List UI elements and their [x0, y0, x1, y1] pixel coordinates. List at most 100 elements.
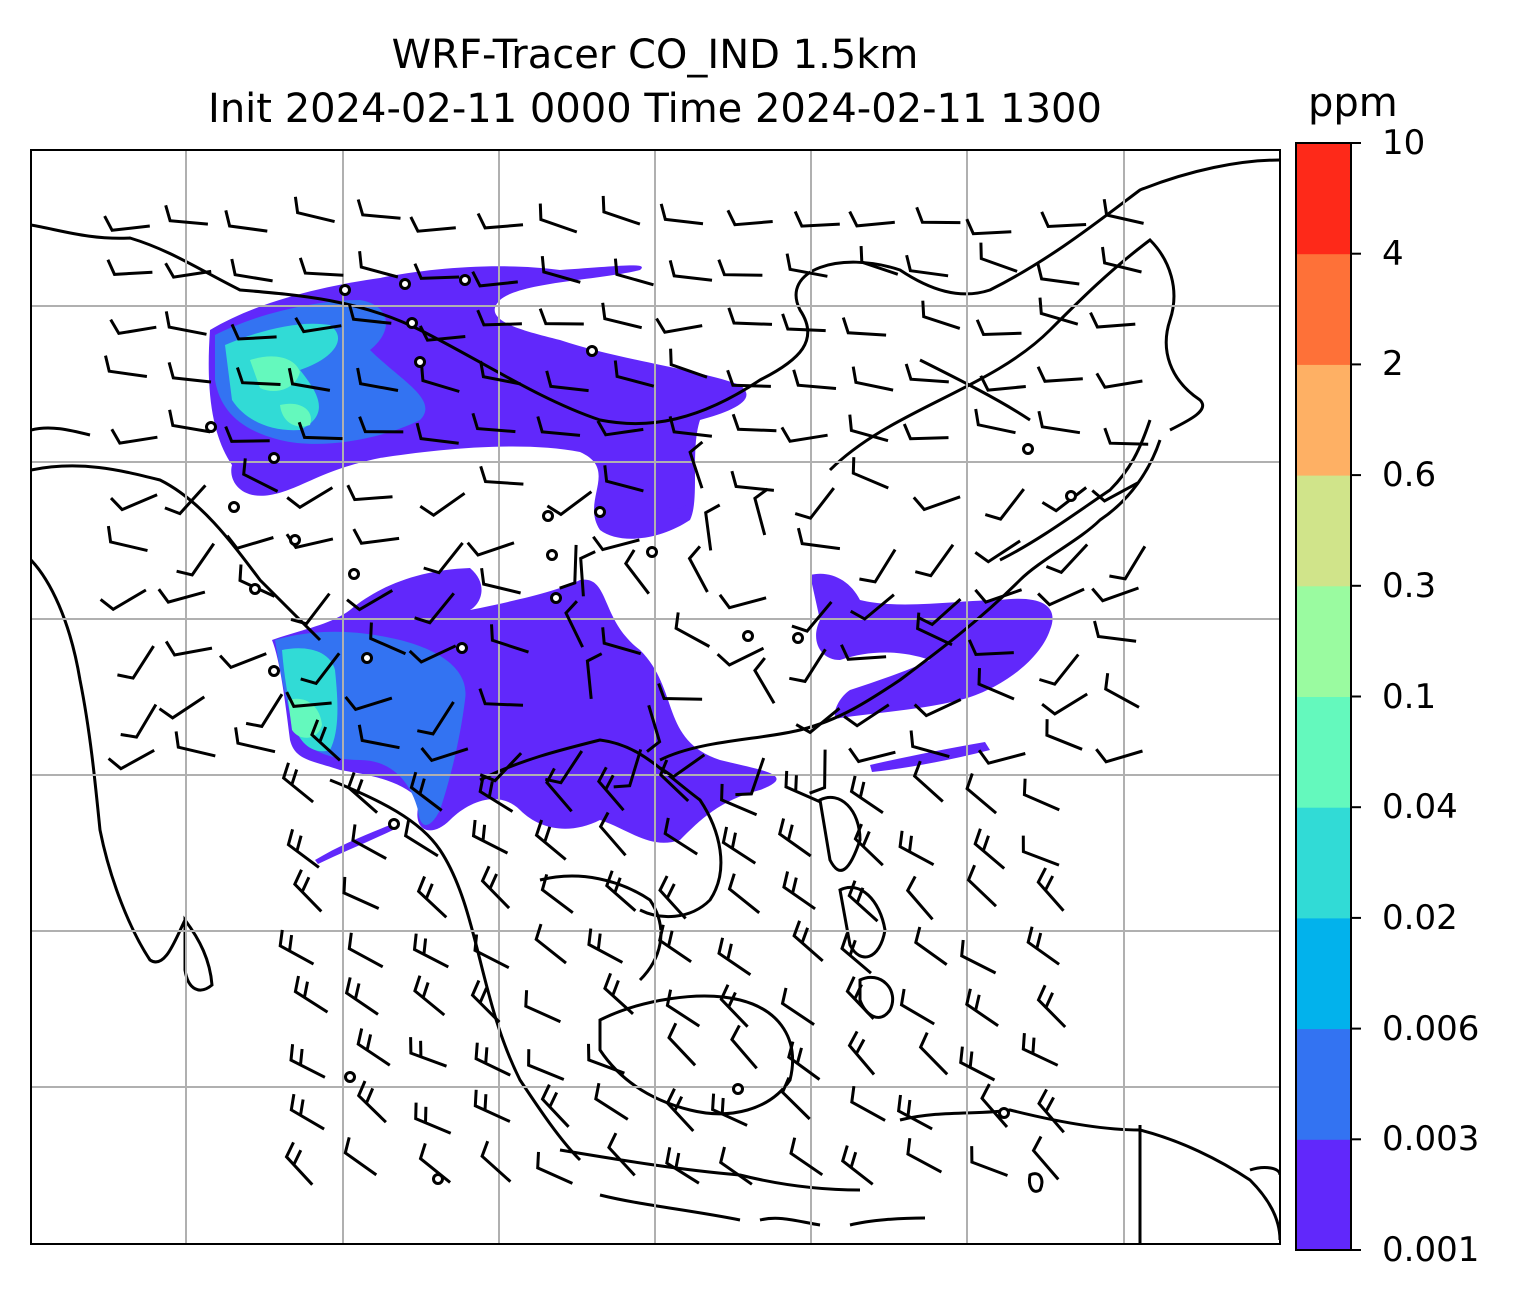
wind-barb: [921, 300, 961, 330]
wind-barb: [534, 819, 567, 861]
calm-wind-circle: [388, 818, 400, 830]
colorbar-tick-label: 0.04: [1382, 787, 1458, 828]
wind-barb: [346, 484, 393, 502]
wind-barb: [843, 703, 890, 728]
wind-barb: [470, 979, 501, 1024]
wind-barb: [414, 592, 455, 625]
wind-barb: [534, 923, 567, 965]
wind-barb: [490, 624, 529, 654]
wind-barb: [478, 775, 514, 813]
map-gridlines: [31, 150, 1280, 1244]
wind-barb: [726, 369, 771, 388]
wind-barb: [413, 975, 446, 1017]
wind-barb: [669, 348, 708, 379]
wind-barb: [1026, 926, 1060, 966]
wind-barb: [157, 588, 206, 604]
wind-barb: [726, 209, 773, 227]
wind-barb: [613, 360, 655, 388]
wind-barb: [235, 367, 281, 386]
calm-wind-circle: [542, 510, 554, 522]
wind-barb: [796, 527, 841, 551]
wind-barb: [902, 423, 949, 441]
wind-barb: [1036, 262, 1080, 286]
wind-barb: [1095, 372, 1143, 389]
colorbar-segment: [1296, 253, 1351, 365]
wind-barb: [409, 771, 443, 812]
wind-barb: [106, 259, 153, 276]
calm-wind-circle: [339, 284, 351, 296]
wind-barb: [851, 366, 894, 392]
calm-wind-circle: [998, 1107, 1010, 1119]
wind-barb: [849, 775, 884, 815]
calm-wind-circle: [268, 452, 280, 464]
wind-barb: [238, 564, 276, 598]
wind-barb: [536, 1151, 574, 1185]
wind-barb: [753, 487, 769, 536]
calm-wind-circle: [361, 652, 373, 664]
wind-barb: [781, 313, 826, 333]
wind-barb: [106, 525, 148, 553]
wind-barb: [544, 750, 584, 785]
wind-barb: [659, 753, 706, 779]
wind-barb: [545, 767, 573, 813]
wind-barb: [912, 760, 944, 803]
wind-barb: [471, 412, 516, 434]
wind-barb: [711, 1093, 748, 1127]
wind-barb: [409, 216, 456, 233]
wind-barb: [358, 416, 404, 434]
wind-barb: [285, 691, 332, 708]
wind-barb: [278, 929, 315, 966]
wind-barb: [300, 652, 341, 686]
wind-barb: [688, 440, 704, 489]
wind-barb: [914, 926, 948, 966]
colorbar-segment: [1296, 475, 1351, 587]
calm-wind-circle: [414, 356, 426, 368]
wind-barb: [479, 465, 524, 486]
wind-barb: [840, 644, 887, 661]
wind-barb: [730, 470, 775, 492]
wind-barb: [585, 652, 603, 700]
colorbar-tick-label: 0.1: [1382, 676, 1437, 717]
wind-barb: [403, 819, 439, 858]
colorbar-segment: [1296, 696, 1351, 808]
wind-barb: [289, 1044, 326, 1079]
wind-barb: [719, 984, 749, 1028]
wind-barb: [657, 682, 703, 701]
calm-wind-circle: [205, 421, 217, 433]
calm-wind-circle: [792, 632, 804, 644]
wind-barb: [415, 422, 459, 445]
wind-barb: [356, 1080, 387, 1124]
colorbar-segment: [1296, 143, 1351, 255]
wind-barb: [840, 1145, 874, 1186]
wind-barb: [1038, 653, 1080, 686]
wind-barb: [658, 875, 687, 920]
wind-barb: [1036, 366, 1083, 383]
wind-barb: [859, 548, 897, 584]
wind-barb: [117, 645, 155, 680]
calm-wind-circle: [228, 501, 240, 513]
calm-wind-circle: [1022, 443, 1034, 455]
colorbar-segment: [1296, 585, 1351, 697]
wind-barb: [845, 976, 875, 1020]
colorbar-tick-label: 0.6: [1382, 455, 1437, 496]
wind-barb: [780, 426, 828, 443]
wind-barb: [753, 657, 776, 705]
wind-barb: [176, 542, 216, 577]
wind-barb: [655, 317, 703, 334]
colorbar-segment: [1296, 1139, 1351, 1251]
wind-barb: [848, 414, 889, 443]
colorbar-tick-label: 0.003: [1382, 1119, 1480, 1160]
wind-barb: [351, 824, 387, 860]
colorbar-tick-label: 0.02: [1382, 897, 1458, 938]
calm-wind-circle: [742, 630, 754, 642]
wind-barb: [974, 408, 1016, 435]
wind-barb: [789, 1137, 824, 1177]
wind-barb: [605, 870, 637, 912]
wind-barb: [1038, 297, 1079, 326]
wind-barb: [975, 319, 1022, 337]
wind-barb: [787, 1041, 821, 1081]
wind-barb: [289, 1093, 325, 1131]
wind-barb: [344, 977, 379, 1016]
wind-barb: [527, 1049, 565, 1081]
wind-barb: [979, 242, 1018, 273]
